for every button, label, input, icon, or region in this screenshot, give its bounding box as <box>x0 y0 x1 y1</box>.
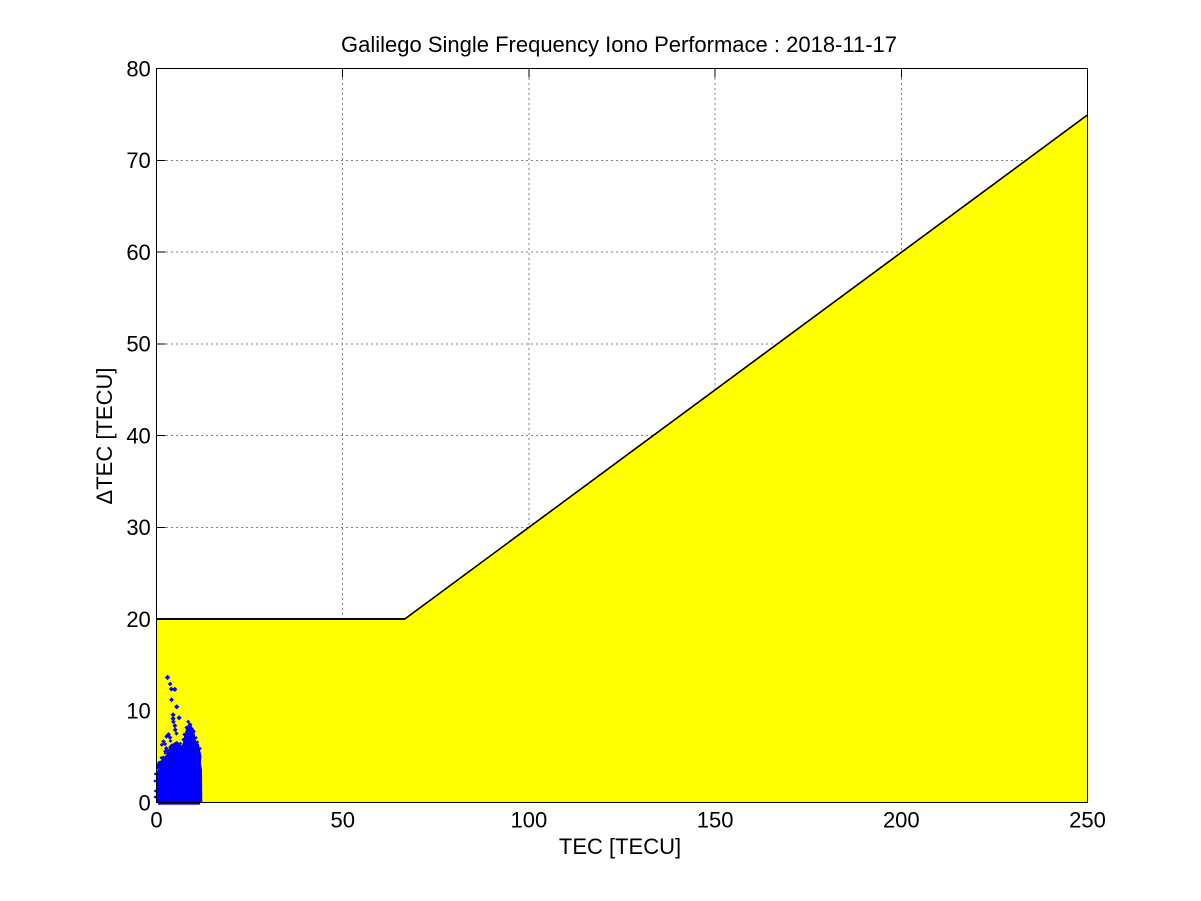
svg-text:50: 50 <box>126 332 150 357</box>
svg-text:ΔTEC [TECU]: ΔTEC [TECU] <box>92 368 117 505</box>
svg-text:100: 100 <box>511 807 548 832</box>
svg-text:30: 30 <box>126 515 150 540</box>
svg-text:40: 40 <box>126 423 150 448</box>
svg-text:10: 10 <box>126 699 150 724</box>
svg-text:250: 250 <box>1069 807 1106 832</box>
svg-text:200: 200 <box>883 807 920 832</box>
svg-text:0: 0 <box>139 790 151 815</box>
svg-text:80: 80 <box>126 56 150 81</box>
svg-text:150: 150 <box>697 807 734 832</box>
svg-text:TEC [TECU]: TEC [TECU] <box>559 834 681 859</box>
svg-text:50: 50 <box>330 807 354 832</box>
svg-text:0: 0 <box>150 807 162 832</box>
svg-text:60: 60 <box>126 240 150 265</box>
svg-text:Galilego Single Frequency Iono: Galilego Single Frequency Iono Performac… <box>341 32 897 57</box>
svg-text:70: 70 <box>126 148 150 173</box>
svg-text:20: 20 <box>126 607 150 632</box>
